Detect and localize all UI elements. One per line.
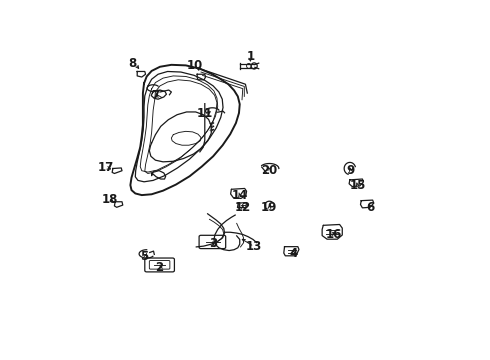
Text: 20: 20 [261,164,277,177]
Text: 14: 14 [232,189,248,202]
Text: 6: 6 [367,201,375,214]
Text: 12: 12 [235,201,251,214]
Text: 13: 13 [246,240,262,253]
Text: 7: 7 [151,89,159,102]
Text: 16: 16 [326,228,342,241]
Text: 19: 19 [261,201,277,214]
Text: 1: 1 [246,50,254,63]
Text: 18: 18 [101,193,118,206]
Text: 3: 3 [209,237,217,250]
Text: 11: 11 [196,107,213,120]
Text: 9: 9 [346,164,355,177]
Text: 2: 2 [155,261,163,274]
Text: 15: 15 [349,179,366,192]
Text: 4: 4 [290,247,298,260]
Text: 8: 8 [128,57,137,69]
Text: 10: 10 [187,59,203,72]
Text: 17: 17 [98,161,114,174]
Text: 5: 5 [140,249,148,262]
